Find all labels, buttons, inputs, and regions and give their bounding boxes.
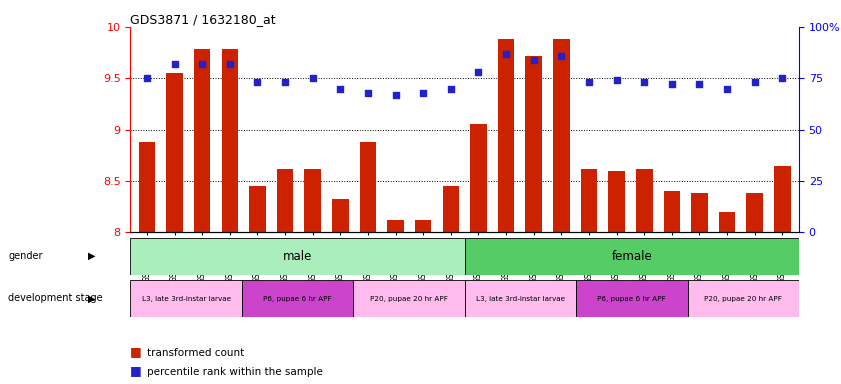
Text: transformed count: transformed count (147, 348, 245, 358)
Bar (139, 142, 156, 232)
Text: ▶: ▶ (88, 293, 96, 303)
Point (362, 89, 375, 96)
Bar (442, 186, 459, 232)
Bar (360, 142, 376, 232)
Bar (388, 220, 404, 232)
Bar (464, 280, 576, 317)
Point (527, 57, 541, 63)
Bar (130, 238, 464, 275)
Bar (747, 193, 763, 232)
Bar (464, 238, 799, 275)
Bar (242, 280, 353, 317)
Text: L3, late 3rd-instar larvae: L3, late 3rd-instar larvae (141, 296, 230, 301)
Text: P20, pupae 20 hr APF: P20, pupae 20 hr APF (704, 296, 782, 301)
Bar (774, 166, 791, 232)
Bar (498, 39, 515, 232)
Bar (608, 170, 625, 232)
Bar (576, 280, 688, 317)
Bar (636, 169, 653, 232)
Text: percentile rank within the sample: percentile rank within the sample (147, 367, 323, 377)
Point (334, 85, 347, 91)
Text: ■: ■ (130, 364, 142, 377)
Point (582, 79, 595, 85)
Point (444, 85, 458, 91)
Point (721, 85, 734, 91)
Bar (130, 280, 242, 317)
Bar (167, 73, 182, 232)
Point (775, 75, 789, 81)
Bar (304, 169, 321, 232)
Point (693, 81, 706, 88)
Bar (194, 50, 210, 232)
Bar (688, 280, 799, 317)
Point (223, 61, 236, 67)
Point (168, 61, 182, 67)
Point (278, 79, 292, 85)
Point (389, 92, 402, 98)
Bar (277, 169, 294, 232)
Text: male: male (283, 250, 312, 263)
Text: P20, pupae 20 hr APF: P20, pupae 20 hr APF (370, 296, 448, 301)
Text: development stage: development stage (8, 293, 103, 303)
Bar (470, 124, 487, 232)
Text: ▶: ▶ (88, 251, 96, 261)
Bar (353, 280, 464, 317)
Point (251, 79, 264, 85)
Point (637, 79, 651, 85)
Bar (553, 39, 569, 232)
Point (140, 75, 154, 81)
Point (610, 77, 623, 83)
Point (500, 51, 513, 57)
Bar (691, 193, 708, 232)
Text: L3, late 3rd-instar larvae: L3, late 3rd-instar larvae (476, 296, 565, 301)
Bar (580, 169, 597, 232)
Text: GDS3871 / 1632180_at: GDS3871 / 1632180_at (130, 13, 276, 26)
Text: gender: gender (8, 251, 43, 261)
Point (416, 89, 430, 96)
Bar (249, 186, 266, 232)
Point (554, 53, 568, 59)
Text: female: female (611, 250, 652, 263)
Point (472, 69, 485, 75)
Point (665, 81, 679, 88)
Bar (664, 191, 680, 232)
Bar (221, 50, 238, 232)
Bar (526, 56, 542, 232)
Point (748, 79, 761, 85)
Bar (415, 220, 431, 232)
Point (306, 75, 320, 81)
Text: ■: ■ (130, 345, 142, 358)
Text: P6, pupae 6 hr APF: P6, pupae 6 hr APF (263, 296, 332, 301)
Text: P6, pupae 6 hr APF: P6, pupae 6 hr APF (597, 296, 666, 301)
Point (195, 61, 209, 67)
Bar (332, 199, 349, 232)
Bar (719, 212, 735, 232)
